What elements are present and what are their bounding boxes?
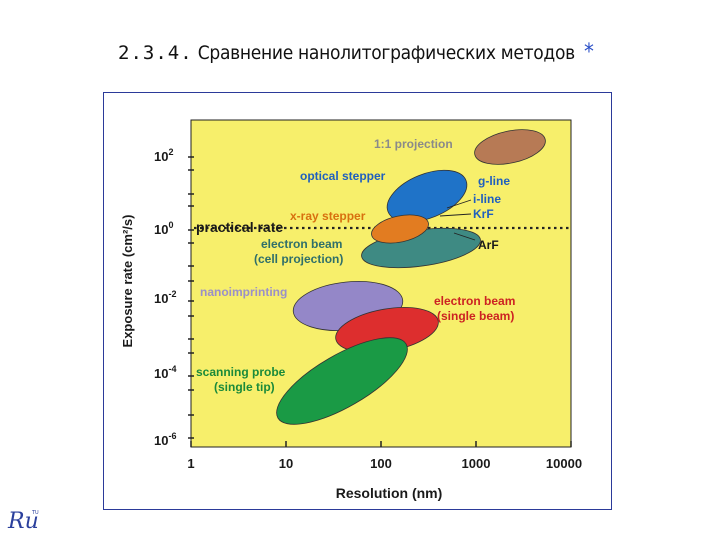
nanoimprinting-label: nanoimprinting — [200, 285, 287, 299]
x-tick-label: 10 — [279, 456, 293, 471]
y-tick-label: 10-6 — [154, 431, 176, 448]
x-ray-stepper-region — [371, 214, 429, 244]
g-line-label: g-line — [478, 174, 510, 188]
electron-beam-single-sub-label: (single beam) — [437, 309, 514, 323]
scanning-probe-label: scanning probe — [196, 365, 286, 379]
optical-stepper-label: optical stepper — [300, 169, 386, 183]
optical-stepper-region — [386, 169, 468, 223]
arf-label: ArF — [478, 238, 499, 252]
x-tick-label: 1000 — [462, 456, 491, 471]
y-tick-label: 10-4 — [154, 364, 176, 381]
krf-leader — [439, 213, 472, 217]
footnote-star: * — [584, 40, 594, 65]
practical-rate-label: practical rate — [196, 219, 283, 235]
y-axis-title: Exposure rate (cm²/s) — [120, 215, 135, 348]
plot-background — [190, 119, 572, 448]
x-axis — [190, 441, 572, 447]
y-tick-label: 10-2 — [154, 289, 176, 306]
logo-text: Ru — [7, 509, 39, 534]
chart-frame: 102 100 10-2 10-4 10-6 1 10 100 1000 100… — [103, 92, 612, 510]
electron-beam-cell-sub-label: (cell projection) — [254, 252, 343, 266]
x-tick-label: 10000 — [546, 456, 582, 471]
title-text: Сравнение нанолитографических методов — [197, 42, 575, 64]
lithography-diagram: 102 100 10-2 10-4 10-6 1 10 100 1000 100… — [120, 119, 582, 501]
section-number: 2.3.4. — [118, 42, 193, 64]
electron-beam-single-label: electron beam — [434, 294, 515, 308]
one-to-one-projection-label: 1:1 projection — [374, 137, 453, 151]
scanning-probe-sub-label: (single tip) — [214, 380, 275, 394]
arf-leader — [453, 232, 476, 241]
electron-beam-cell-label: electron beam — [261, 237, 342, 251]
krf-label: KrF — [473, 207, 494, 221]
one-to-one-projection-region — [474, 129, 546, 165]
y-axis — [188, 156, 194, 439]
university-logo: Ru TU — [7, 509, 39, 534]
i-line-label: i-line — [473, 192, 501, 206]
logo-small-text: TU — [31, 510, 39, 516]
y-tick-label: 100 — [154, 220, 173, 237]
y-tick-label: 102 — [154, 147, 173, 164]
i-line-leader — [446, 199, 472, 209]
x-axis-title: Resolution (nm) — [336, 485, 443, 501]
slide-title: 2.3.4. Сравнение нанолитографических мет… — [118, 40, 638, 65]
x-tick-label: 100 — [370, 456, 392, 471]
x-ray-stepper-label: x-ray stepper — [290, 209, 366, 223]
x-tick-label: 1 — [187, 456, 194, 471]
scanning-probe-region — [276, 337, 408, 425]
